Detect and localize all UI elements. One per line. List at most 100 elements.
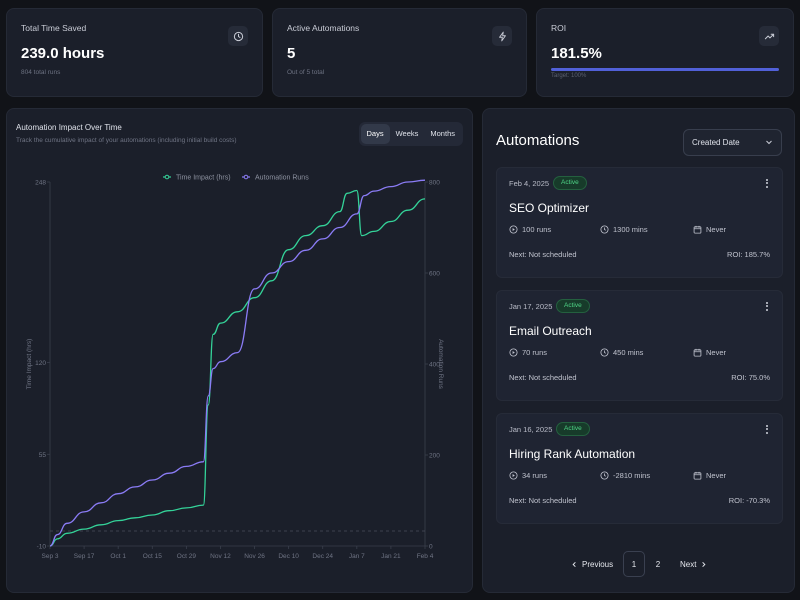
x-tick-label: Oct 15 (143, 553, 163, 560)
clock-icon (600, 348, 609, 357)
play-circle-icon (509, 348, 518, 357)
stat-value: 239.0 hours (21, 45, 105, 62)
automation-name: Email Outreach (509, 324, 592, 338)
mins-meta: 1300 mins (600, 225, 648, 234)
automation-date: Jan 16, 2025 (509, 425, 553, 434)
right-tick-label: 400 (429, 362, 440, 369)
x-tick-label: Dec 24 (312, 553, 333, 560)
sort-dropdown[interactable]: Created Date (683, 129, 782, 156)
status-badge: Active (556, 422, 590, 436)
schedule-meta: Never (693, 225, 726, 234)
chart-panel: Automation Impact Over Time Track the cu… (6, 108, 473, 593)
status-badge: Active (553, 176, 587, 190)
x-tick-label: Nov 26 (244, 553, 265, 560)
next-run: Next: Not scheduled (509, 250, 577, 259)
roi-progress-bar (551, 68, 779, 71)
left-tick-label: -10 (37, 544, 47, 551)
roi-target: Target: 100% (551, 73, 587, 79)
pagination: Previous 1 2 Next (483, 551, 796, 577)
stat-label: Active Automations (287, 23, 360, 33)
mins-meta: 450 mins (600, 348, 643, 357)
stat-card-active-automations: Active Automations 5 Out of 5 total (272, 8, 527, 97)
automation-card-hiring-rank[interactable]: Jan 16, 2025 Active Hiring Rank Automati… (496, 413, 783, 524)
schedule-meta: Never (693, 471, 726, 480)
x-tick-label: Nov 12 (210, 553, 231, 560)
range-toggle: Days Weeks Months (358, 122, 463, 146)
trending-up-icon (759, 26, 779, 46)
previous-page-button[interactable]: Previous (571, 551, 613, 577)
right-tick-label: 0 (429, 544, 433, 551)
automation-name: Hiring Rank Automation (509, 447, 636, 461)
x-tick-label: Feb 4 (417, 553, 434, 560)
automation-card-seo-optimizer[interactable]: Feb 4, 2025 Active SEO Optimizer 100 run… (496, 167, 783, 278)
y-left-axis-label: Time Impact (hrs) (26, 339, 33, 390)
automation-date: Jan 17, 2025 (509, 302, 553, 311)
mins-value: 1300 mins (613, 225, 648, 234)
stat-value: 5 (287, 45, 296, 62)
impact-chart: -10 55 120 248 0 200 400 600 800 Sep 3 Sep 17 Oct… (26, 175, 444, 561)
automation-card-email-outreach[interactable]: Jan 17, 2025 Active Email Outreach 70 ru… (496, 290, 783, 401)
automation-runs-line (49, 179, 426, 547)
chart-legend: Time Impact (hrs) Automation Runs (163, 175, 309, 182)
x-tick-label: Sep 3 (42, 553, 59, 560)
x-axis-ticks: Sep 3 Sep 17 Oct 1 Oct 15 Oct 29 Nov 12 Nov 26… (42, 546, 434, 560)
stat-value: 181.5% (551, 45, 602, 62)
calendar-icon (693, 471, 702, 480)
next-run: Next: Not scheduled (509, 496, 577, 505)
runs-count: 100 runs (522, 225, 552, 234)
automation-roi: ROI: -70.3% (728, 496, 770, 505)
page-1-button[interactable]: 1 (623, 551, 645, 577)
x-tick-label: Oct 29 (177, 553, 197, 560)
right-tick-label: 800 (429, 180, 440, 187)
next-run: Next: Not scheduled (509, 373, 577, 382)
chart-subtitle: Track the cumulative impact of your auto… (16, 137, 237, 144)
left-tick-label: 55 (39, 452, 47, 459)
automation-name: SEO Optimizer (509, 201, 590, 215)
automations-title: Automations (496, 132, 580, 149)
more-options-icon[interactable] (762, 299, 772, 313)
sort-dropdown-value: Created Date (692, 138, 740, 147)
y-right-axis-label: Automation Runs (437, 339, 444, 390)
mins-value: -2810 mins (613, 471, 651, 480)
stat-sub: 804 total runs (21, 69, 61, 76)
more-options-icon[interactable] (762, 176, 772, 190)
legend-marker-runs (243, 174, 249, 180)
schedule-value: Never (706, 225, 727, 234)
time-impact-line (49, 189, 426, 547)
left-tick-label: 248 (35, 180, 46, 187)
right-axis-ticks: 0 200 400 600 800 (425, 180, 440, 551)
x-tick-label: Sep 17 (74, 553, 95, 560)
x-tick-label: Jan 7 (349, 553, 365, 560)
more-options-icon[interactable] (762, 422, 772, 436)
chevron-left-icon (572, 561, 576, 567)
roi-progress-fill (551, 68, 779, 71)
stat-card-time-saved: Total Time Saved 239.0 hours 804 total r… (6, 8, 263, 97)
right-tick-label: 200 (429, 453, 440, 460)
schedule-meta: Never (693, 348, 726, 357)
left-axis-ticks: -10 55 120 248 (35, 180, 50, 551)
legend-label-runs: Automation Runs (255, 175, 309, 182)
runs-meta: 70 runs (509, 348, 547, 357)
status-badge: Active (556, 299, 590, 313)
stat-label: Total Time Saved (21, 23, 87, 33)
range-option-days[interactable]: Days (360, 124, 390, 144)
chart-title: Automation Impact Over Time (16, 123, 122, 132)
range-option-weeks[interactable]: Weeks (395, 129, 419, 138)
stat-card-roi: ROI 181.5% Target: 100% (536, 8, 794, 97)
chevron-down-icon (765, 138, 773, 148)
lightning-icon (492, 26, 512, 46)
clock-icon (600, 471, 609, 480)
runs-meta: 34 runs (509, 471, 547, 480)
right-tick-label: 600 (429, 271, 440, 278)
mins-value: 450 mins (613, 348, 644, 357)
runs-meta: 100 runs (509, 225, 551, 234)
next-page-button[interactable]: Next (680, 551, 707, 577)
stat-sub: Out of 5 total (287, 69, 325, 76)
x-tick-label: Jan 21 (381, 553, 401, 560)
next-label: Next (680, 559, 697, 569)
chevron-right-icon (702, 561, 706, 567)
range-option-months[interactable]: Months (430, 129, 455, 138)
page-2-button[interactable]: 2 (655, 559, 661, 569)
mins-meta: -2810 mins (600, 471, 650, 480)
runs-count: 34 runs (522, 471, 548, 480)
